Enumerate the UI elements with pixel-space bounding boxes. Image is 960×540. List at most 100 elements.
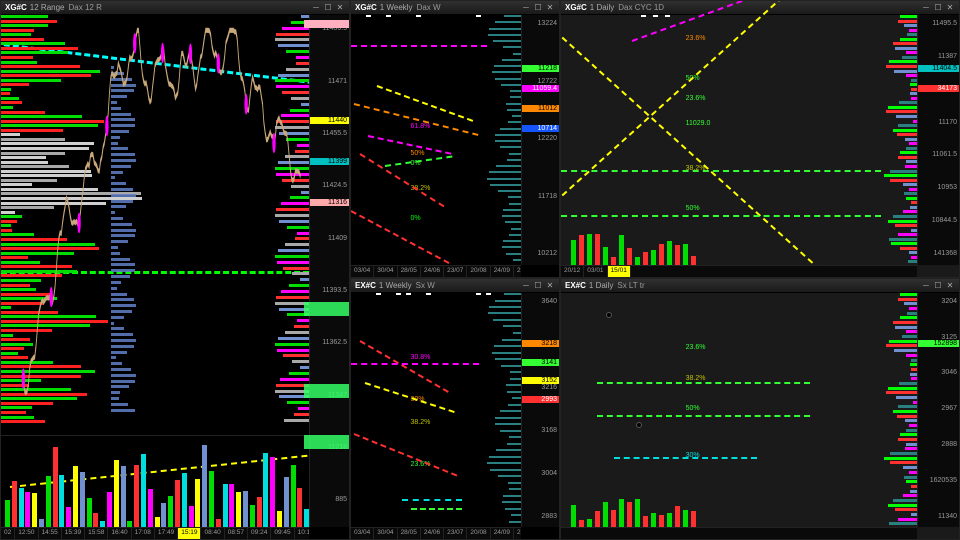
trend-line[interactable] bbox=[597, 382, 811, 384]
close-icon[interactable]: ✕ bbox=[945, 3, 955, 13]
time-label: 20/08 bbox=[467, 528, 490, 539]
volume-bar bbox=[595, 511, 600, 527]
profile-bar bbox=[889, 60, 917, 63]
chart-area[interactable] bbox=[1, 15, 309, 527]
profile-bar bbox=[510, 90, 521, 92]
titlebar[interactable]: EX#C 1 Daily Sx LT tr ─ ☐ ✕ bbox=[561, 279, 959, 293]
profile-bar bbox=[501, 365, 521, 367]
time-label: 15:39 bbox=[62, 528, 85, 539]
maximize-icon[interactable]: ☐ bbox=[533, 3, 543, 13]
profile-bar bbox=[909, 188, 917, 191]
close-icon[interactable]: ✕ bbox=[545, 281, 555, 291]
price-axis[interactable]: 11495.51138711278.51117011061.5109531084… bbox=[917, 15, 959, 265]
panel-dax-range[interactable]: XG#C 12 Range Dax 12 R ─ ☐ ✕ 11486.51147… bbox=[0, 0, 350, 540]
time-axis[interactable]: 03/0430/0428/0524/0623/0720/0824/0929/10… bbox=[351, 265, 521, 277]
profile-bar bbox=[500, 128, 521, 130]
trend-line[interactable] bbox=[351, 363, 479, 365]
profile-bar bbox=[889, 238, 917, 241]
close-icon[interactable]: ✕ bbox=[335, 3, 345, 13]
volume-histogram bbox=[1, 435, 309, 527]
profile-bar bbox=[507, 109, 521, 111]
trend-line[interactable] bbox=[614, 457, 756, 459]
minimize-icon[interactable]: ─ bbox=[521, 3, 531, 13]
profile-bar bbox=[909, 471, 917, 474]
price-label: 11718 bbox=[538, 193, 557, 200]
time-axis[interactable]: 0212:5014:5515:3915:5816:4017:0817:4915:… bbox=[1, 527, 309, 539]
maximize-icon[interactable]: ☐ bbox=[533, 281, 543, 291]
price-axis[interactable]: 3640342832163168300428833218314131522993 bbox=[521, 293, 559, 527]
time-label: 17:49 bbox=[155, 528, 178, 539]
trend-line[interactable] bbox=[411, 508, 462, 510]
time-axis[interactable]: 20/1203/0115/01 bbox=[561, 265, 917, 277]
titlebar[interactable]: XG#C 1 Weekly Dax W ─ ☐ ✕ bbox=[351, 1, 559, 15]
trend-line[interactable] bbox=[561, 170, 881, 172]
minimize-icon[interactable]: ─ bbox=[311, 3, 321, 13]
price-axis[interactable]: 13224127221222011718102121121811059.4110… bbox=[521, 15, 559, 265]
profile-bar bbox=[897, 415, 917, 418]
minimize-icon[interactable]: ─ bbox=[921, 281, 931, 291]
profile-bar bbox=[904, 476, 917, 479]
profile-bar bbox=[502, 339, 521, 341]
titlebar[interactable]: EX#C 1 Weekly Sx W ─ ☐ ✕ bbox=[351, 279, 559, 293]
profile-bar bbox=[487, 178, 521, 180]
close-icon[interactable]: ✕ bbox=[545, 3, 555, 13]
profile-bar bbox=[904, 192, 917, 195]
price-axis[interactable]: 32043125304629672888162053511340152898 bbox=[917, 293, 959, 527]
trend-line[interactable] bbox=[402, 499, 462, 501]
price-label: 11471 bbox=[328, 78, 347, 85]
profile-bar bbox=[909, 142, 917, 145]
profile-bar bbox=[899, 382, 917, 385]
volume-bar bbox=[659, 244, 664, 265]
profile-bar bbox=[900, 151, 917, 154]
price-label: 11393.5 bbox=[322, 287, 347, 294]
price-label: 3216 bbox=[541, 384, 557, 391]
chart-area[interactable]: 23.6%38.2%50%30% bbox=[561, 293, 917, 527]
panel-dax-daily[interactable]: XG#C 1 Daily Dax CYC 1D ─ ☐ ✕ 23.6%50%11… bbox=[560, 0, 960, 278]
price-badge: 2993 bbox=[522, 396, 559, 403]
time-label: 09:24 bbox=[248, 528, 271, 539]
profile-bar bbox=[511, 228, 521, 230]
maximize-icon[interactable]: ☐ bbox=[933, 3, 943, 13]
price-axis[interactable]: 11486.51147111455.511424.51140911393.511… bbox=[309, 15, 349, 527]
trend-line[interactable] bbox=[354, 433, 457, 476]
minimize-icon[interactable]: ─ bbox=[921, 3, 931, 13]
price-label: 12220 bbox=[538, 135, 557, 142]
trend-line[interactable] bbox=[376, 85, 473, 122]
panel-sx-daily[interactable]: EX#C 1 Daily Sx LT tr ─ ☐ ✕ 23.6%38.2%50… bbox=[560, 278, 960, 540]
profile-bar bbox=[503, 495, 521, 497]
trend-line[interactable] bbox=[351, 45, 487, 47]
panel-dax-weekly[interactable]: XG#C 1 Weekly Dax W ─ ☐ ✕ 0%38.2%50%61.8… bbox=[350, 0, 560, 278]
profile-bar bbox=[503, 240, 521, 242]
profile-bar bbox=[890, 461, 917, 464]
minimize-icon[interactable]: ─ bbox=[521, 281, 531, 291]
trend-line[interactable] bbox=[351, 210, 450, 264]
maximize-icon[interactable]: ☐ bbox=[323, 3, 333, 13]
profile-bar bbox=[495, 21, 521, 23]
profile-bar bbox=[903, 183, 917, 186]
trend-line[interactable] bbox=[560, 3, 844, 278]
titlebar[interactable]: XG#C 1 Daily Dax CYC 1D ─ ☐ ✕ bbox=[561, 1, 959, 15]
profile-bar bbox=[509, 521, 521, 523]
volume-bar bbox=[683, 244, 688, 265]
trend-line[interactable] bbox=[354, 103, 478, 136]
profile-bar bbox=[507, 443, 521, 445]
time-label: 03/04 bbox=[351, 528, 374, 539]
trend-line[interactable] bbox=[597, 415, 811, 417]
panel-sx-weekly[interactable]: EX#C 1 Weekly Sx W ─ ☐ ✕ 30.8%30%38.2%23… bbox=[350, 278, 560, 540]
trend-line[interactable] bbox=[359, 153, 444, 207]
time-axis[interactable] bbox=[561, 527, 917, 539]
profile-bar bbox=[890, 170, 917, 173]
price-label: 10844.5 bbox=[932, 217, 957, 224]
maximize-icon[interactable]: ☐ bbox=[933, 281, 943, 291]
profile-bar bbox=[495, 417, 521, 419]
close-icon[interactable]: ✕ bbox=[945, 281, 955, 291]
chart-area[interactable]: 23.6%50%11029.023.6%38.2%50% bbox=[561, 15, 917, 265]
chart-name: Sx W bbox=[416, 281, 435, 290]
titlebar[interactable]: XG#C 12 Range Dax 12 R ─ ☐ ✕ bbox=[1, 1, 349, 15]
time-axis[interactable]: 03/0430/0428/0524/0623/0720/0824/0929/10… bbox=[351, 527, 521, 539]
time-label: 15:58 bbox=[85, 528, 108, 539]
price-label: 3046 bbox=[941, 369, 957, 376]
trend-line[interactable] bbox=[561, 215, 881, 217]
profile-bar bbox=[508, 196, 521, 198]
price-badge: 11404.5 bbox=[918, 65, 959, 72]
